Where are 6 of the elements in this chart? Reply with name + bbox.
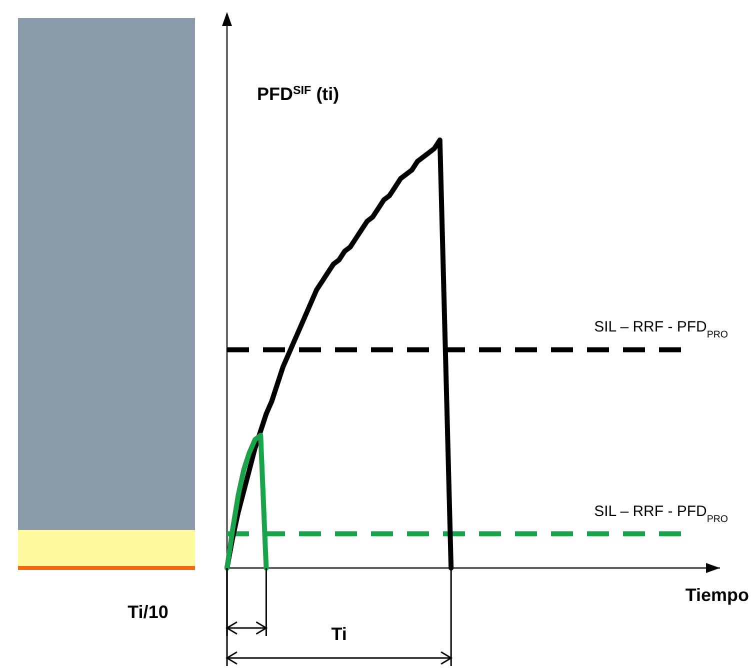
- x-axis-title: Tiempo: [685, 585, 749, 605]
- text: Ti/10: [128, 602, 168, 622]
- ref-line-label: SIL – RRF - PFD$_{PRO}$: [594, 318, 728, 340]
- ref-line-label: SIL – RRF - PFD$_{PRO}$: [594, 502, 728, 524]
- text: Ti: [331, 624, 347, 644]
- y-axis-title: PFD$^{SIF}$ (ti): [257, 84, 340, 104]
